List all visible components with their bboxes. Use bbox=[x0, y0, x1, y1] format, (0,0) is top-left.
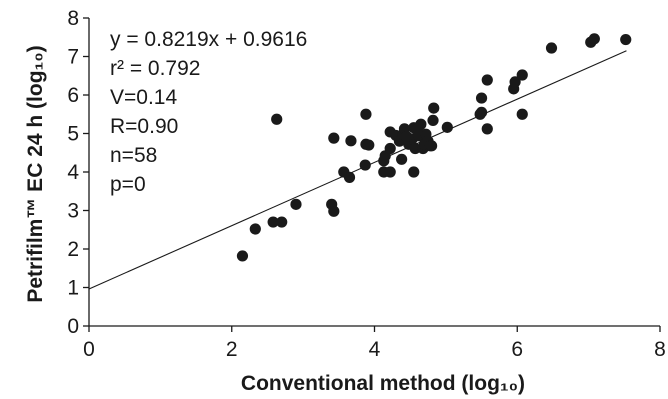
data-point bbox=[363, 139, 375, 151]
data-point bbox=[441, 121, 453, 133]
data-point bbox=[343, 171, 356, 183]
data-point bbox=[481, 123, 493, 135]
data-point bbox=[427, 114, 439, 127]
data-point bbox=[384, 166, 396, 178]
y-tick-label: 0 bbox=[67, 315, 79, 338]
data-point bbox=[360, 108, 372, 120]
p-value: p=0 bbox=[110, 173, 146, 196]
data-point bbox=[271, 113, 283, 125]
x-tick-label: 4 bbox=[369, 338, 381, 361]
regression-equation: y = 0.8219x + 0.9616 bbox=[110, 28, 307, 51]
plot-area: 0 2 4 6 8 0 1 2 3 4 5 6 7 8 bbox=[67, 7, 666, 361]
data-point bbox=[384, 142, 396, 155]
y-tick-label: 7 bbox=[67, 46, 79, 69]
n-value: n=58 bbox=[110, 144, 157, 167]
data-point bbox=[328, 132, 340, 144]
r-value: R=0.90 bbox=[110, 115, 178, 138]
y-tick-label: 5 bbox=[67, 123, 79, 146]
data-point bbox=[267, 216, 279, 228]
x-tick-label: 2 bbox=[226, 338, 238, 361]
data-point bbox=[345, 135, 357, 147]
x-tick-label: 8 bbox=[654, 338, 666, 361]
y-axis-title: Petrifilm™ EC 24 h (log₁₀) bbox=[24, 45, 47, 302]
data-point bbox=[359, 159, 371, 171]
data-point bbox=[396, 153, 408, 165]
data-point bbox=[588, 33, 600, 45]
data-point bbox=[276, 216, 288, 228]
annotation-block: y = 0.8219x + 0.9616 r² = 0.792 V=0.14 R… bbox=[110, 28, 307, 196]
data-point bbox=[411, 124, 423, 136]
y-tick-label: 4 bbox=[67, 161, 79, 184]
data-point bbox=[236, 250, 249, 262]
data-point bbox=[426, 140, 438, 152]
x-tick-label: 0 bbox=[83, 338, 95, 361]
y-tick-label: 8 bbox=[67, 7, 79, 30]
data-point bbox=[249, 223, 261, 235]
y-tick-label: 3 bbox=[67, 200, 79, 223]
data-point bbox=[509, 76, 521, 88]
r-squared: r² = 0.792 bbox=[110, 57, 200, 80]
y-tick-label: 1 bbox=[67, 277, 79, 300]
y-tick-label: 2 bbox=[67, 238, 79, 261]
data-point bbox=[475, 92, 488, 104]
data-point bbox=[481, 74, 493, 86]
x-tick-label: 6 bbox=[511, 338, 523, 361]
data-point bbox=[290, 198, 302, 210]
regression-line bbox=[88, 50, 627, 290]
data-point bbox=[328, 205, 340, 217]
data-point bbox=[401, 130, 413, 143]
y-tick-label: 6 bbox=[67, 84, 79, 107]
data-point bbox=[620, 33, 632, 46]
data-point bbox=[516, 69, 528, 81]
data-point bbox=[408, 166, 420, 178]
v-value: V=0.14 bbox=[110, 86, 177, 109]
data-point bbox=[516, 108, 528, 120]
data-point bbox=[545, 42, 558, 54]
data-point bbox=[475, 106, 488, 118]
x-axis-title: Conventional method (log₁₀) bbox=[241, 372, 525, 395]
data-point bbox=[428, 102, 440, 114]
data-point bbox=[409, 142, 421, 155]
